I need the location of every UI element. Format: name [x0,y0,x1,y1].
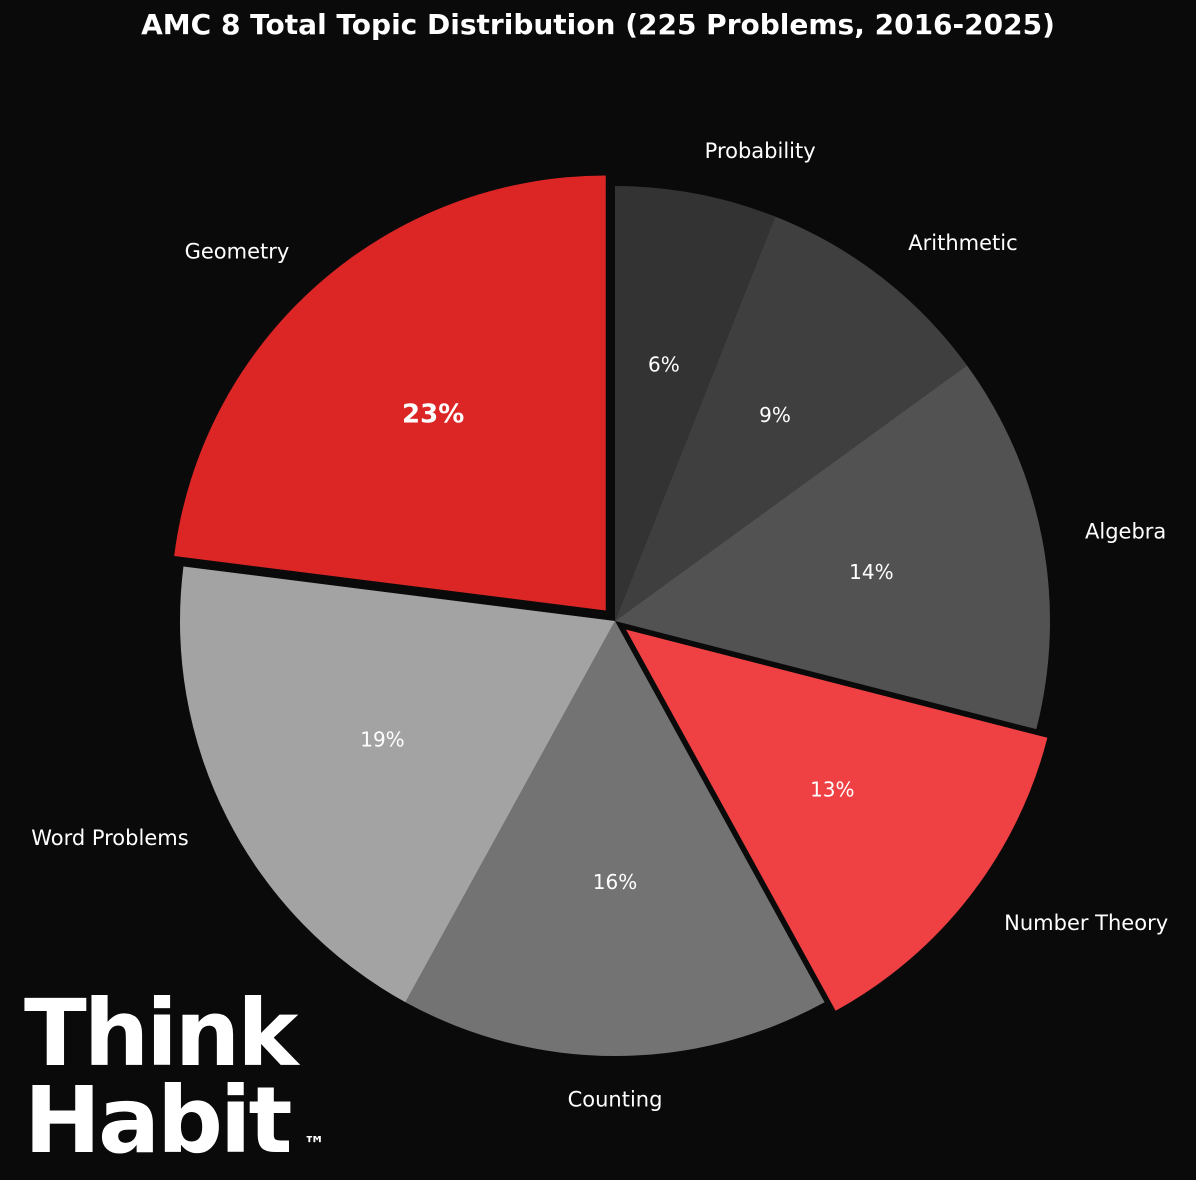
slice-counting [405,621,825,1056]
category-label-counting: Counting [568,1088,663,1112]
logo-line-habit: Habit ™ [24,1075,326,1167]
category-labels: Probability Arithmetic Algebra Number Theor… [31,139,1168,1112]
percent-label-geometry: 23% [402,400,464,430]
slice-algebra [615,365,1050,730]
category-label-arithmetic: Arithmetic [908,231,1017,255]
percent-label-probability: 6% [648,353,680,377]
logo-word-habit: Habit [24,1067,292,1175]
percent-label-arithmetic: 9% [759,403,791,427]
chart-title: AMC 8 Total Topic Distribution (225 Prob… [141,8,1055,41]
slice-arithmetic [615,216,967,621]
slice-probability [615,186,776,621]
logo-line-think: Think [24,980,298,1087]
logo-trademark: ™ [303,1133,326,1159]
slice-number-theory [626,629,1048,1011]
category-label-geometry: Geometry [185,240,290,264]
pie-slices [174,175,1050,1056]
category-label-number-theory: Number Theory [1004,911,1168,935]
category-label-probability: Probability [705,139,816,163]
slice-geometry [174,175,606,611]
category-label-word-problems: Word Problems [31,826,188,850]
percent-label-algebra: 14% [849,560,893,584]
think-habit-logo: Think Habit ™ [24,980,326,1167]
slice-word-problems [180,566,615,1003]
percent-label-counting: 16% [593,870,637,894]
percent-label-word-problems: 19% [360,727,404,751]
percent-label-number-theory: 13% [810,778,854,802]
category-label-algebra: Algebra [1085,519,1166,543]
percent-labels: 6% 9% 14% 13% 16% 19% 23% [360,353,893,894]
